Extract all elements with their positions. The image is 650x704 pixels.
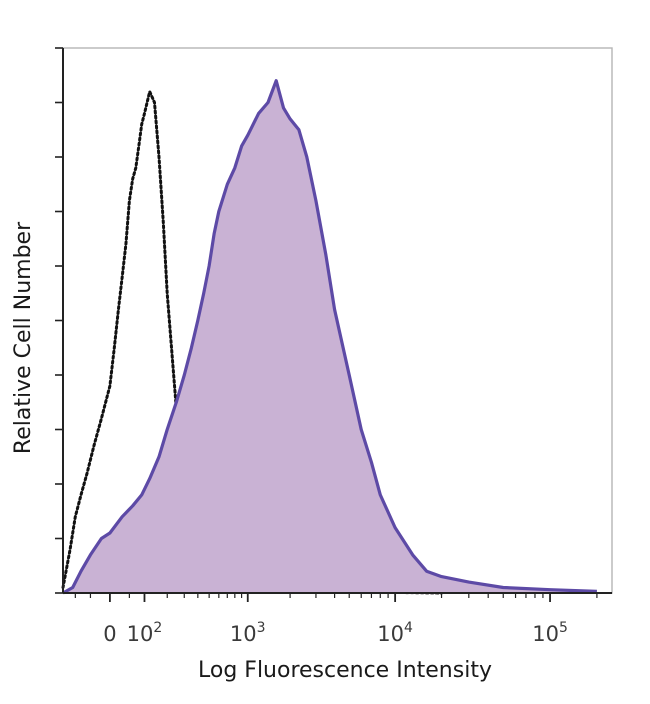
x-axis-tick-labels: 0 102 103 104 105 <box>103 620 568 646</box>
x-tick-label: 0 <box>103 622 116 646</box>
x-tick-label-base: 0 <box>103 622 116 646</box>
x-tick-label-exponent: 4 <box>404 620 413 636</box>
x-tick-label: 104 <box>377 620 413 646</box>
y-axis-title: Relative Cell Number <box>11 221 36 454</box>
x-tick-label: 102 <box>127 620 163 646</box>
x-tick-label-base: 10 <box>127 622 154 646</box>
series-fill-1 <box>63 80 597 593</box>
x-tick-label-exponent: 2 <box>153 620 162 636</box>
series-line-1 <box>62 79 597 595</box>
x-tick-label-exponent: 5 <box>559 620 568 636</box>
series-layer <box>61 79 597 595</box>
x-tick-label: 103 <box>230 620 266 646</box>
x-tick-label-base: 10 <box>532 622 559 646</box>
x-tick-label-base: 10 <box>230 622 257 646</box>
x-tick-label-base: 10 <box>377 622 404 646</box>
x-axis-ticks <box>74 593 598 602</box>
y-axis-ticks <box>55 47 63 594</box>
x-tick-label: 105 <box>532 620 568 646</box>
x-tick-label-exponent: 3 <box>257 620 266 636</box>
x-axis-title: Log Fluorescence Intensity <box>198 658 492 683</box>
